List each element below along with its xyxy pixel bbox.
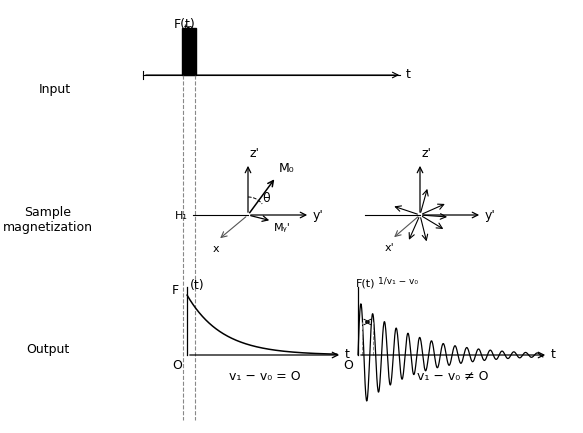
Text: O: O [343, 359, 353, 372]
Text: F(t): F(t) [174, 18, 196, 31]
Text: z': z' [422, 147, 432, 160]
Text: Input: Input [39, 84, 71, 97]
Text: t: t [551, 349, 556, 362]
Text: (t): (t) [190, 278, 205, 291]
Text: v₁ − v₀ ≠ O: v₁ − v₀ ≠ O [417, 371, 489, 384]
Text: F: F [172, 284, 179, 297]
Text: v₁ − v₀ = O: v₁ − v₀ = O [229, 371, 300, 384]
Text: x': x' [385, 243, 395, 253]
Text: y': y' [313, 210, 324, 223]
Text: tp: tp [184, 24, 194, 34]
Text: t: t [345, 349, 350, 362]
Text: F(t): F(t) [356, 278, 375, 288]
Text: Mᵧ': Mᵧ' [274, 223, 291, 233]
Text: Output: Output [26, 343, 69, 356]
Text: θ: θ [262, 193, 269, 206]
Text: O: O [172, 359, 182, 372]
Text: Sample
magnetization: Sample magnetization [3, 206, 93, 234]
Text: x: x [213, 244, 219, 254]
Text: z': z' [250, 147, 260, 160]
Polygon shape [182, 28, 196, 75]
Text: y': y' [485, 210, 496, 223]
Text: t: t [406, 68, 411, 81]
Text: M₀: M₀ [279, 162, 294, 175]
Text: 1/v₁ − v₀: 1/v₁ − v₀ [378, 277, 418, 285]
Text: H₁: H₁ [175, 211, 188, 221]
